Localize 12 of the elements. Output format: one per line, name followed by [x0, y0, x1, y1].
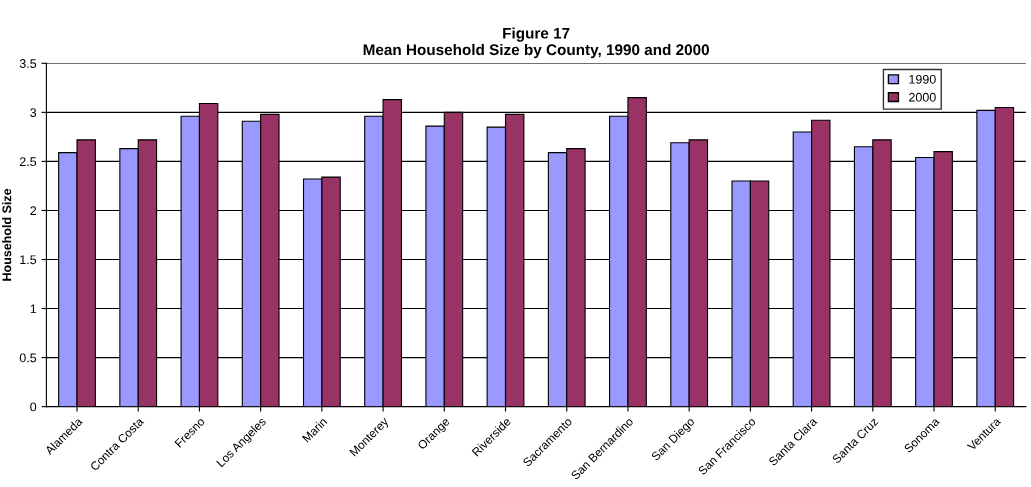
- y-tick-label: 3.5: [19, 59, 37, 68]
- chart-title: Figure 17 Mean Household Size by County, 1990 and 2000: [363, 27, 709, 59]
- y-tick-label: 0: [30, 402, 37, 412]
- y-tick-label: 3: [30, 108, 37, 118]
- y-tick-label: 2.5: [19, 157, 37, 167]
- legend-label: 2000: [909, 92, 936, 102]
- y-tick-label: 1: [30, 304, 37, 314]
- y-tick-label: 1.5: [20, 255, 37, 265]
- y-tick-label: 2: [30, 206, 37, 215]
- legend-label: 1990: [909, 74, 936, 84]
- y-tick-label: 0.5: [19, 353, 37, 363]
- y-axis-title: Household Size: [2, 188, 12, 281]
